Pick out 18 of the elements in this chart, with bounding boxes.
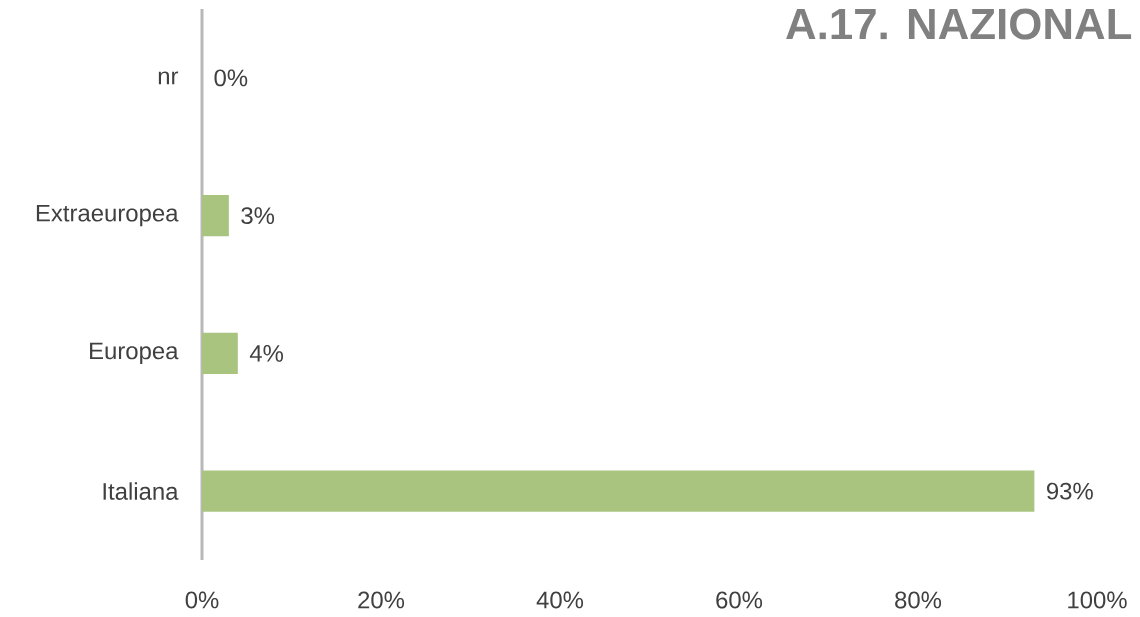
data-label: 4% — [249, 345, 284, 362]
y-tick-label: Italiana — [103, 482, 179, 500]
y-tick-label: nr — [158, 71, 179, 85]
x-tick-label: 60% — [716, 591, 763, 609]
bar — [202, 194, 229, 237]
bar — [202, 332, 238, 375]
x-tick-label: 0% — [185, 591, 219, 609]
data-label: 3% — [241, 207, 275, 225]
bar — [202, 470, 1035, 512]
x-tick-label: 40% — [536, 591, 584, 609]
x-tick-label: 20% — [358, 591, 405, 609]
data-label: 0% — [214, 69, 248, 87]
data-label: 93% — [1047, 482, 1093, 500]
y-tick-label: Extraeuropea — [36, 204, 179, 227]
y-tick-label: Europea — [90, 342, 179, 365]
chart-title: A.17. NAZIONAL — [786, 8, 1132, 40]
x-tick-label: 80% — [895, 591, 942, 609]
x-tick-label: 100% — [1068, 591, 1127, 609]
